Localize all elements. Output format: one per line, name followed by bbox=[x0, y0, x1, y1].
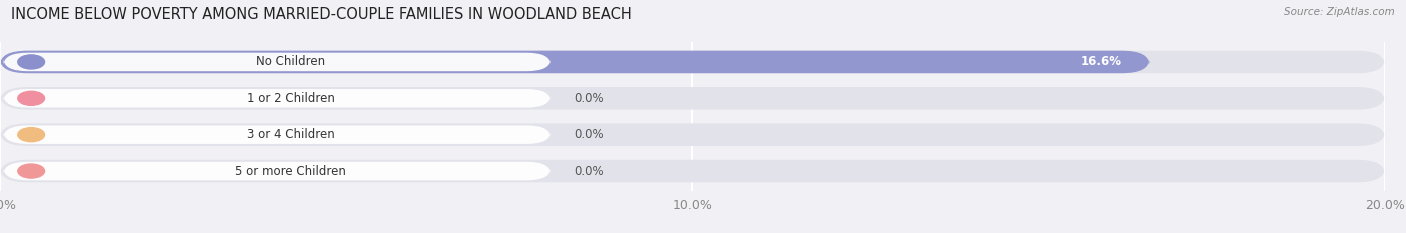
FancyBboxPatch shape bbox=[3, 53, 551, 71]
Circle shape bbox=[18, 164, 45, 178]
Circle shape bbox=[18, 55, 45, 69]
Circle shape bbox=[18, 128, 45, 142]
Text: Source: ZipAtlas.com: Source: ZipAtlas.com bbox=[1284, 7, 1395, 17]
Circle shape bbox=[18, 91, 45, 105]
Text: 16.6%: 16.6% bbox=[1081, 55, 1122, 69]
FancyBboxPatch shape bbox=[0, 87, 1385, 110]
FancyBboxPatch shape bbox=[3, 162, 551, 180]
FancyBboxPatch shape bbox=[0, 51, 1385, 73]
Text: 0.0%: 0.0% bbox=[575, 128, 605, 141]
FancyBboxPatch shape bbox=[3, 125, 551, 144]
FancyBboxPatch shape bbox=[0, 123, 1385, 146]
Text: 5 or more Children: 5 or more Children bbox=[235, 164, 346, 178]
FancyBboxPatch shape bbox=[0, 51, 1150, 73]
Text: 3 or 4 Children: 3 or 4 Children bbox=[247, 128, 335, 141]
Text: 0.0%: 0.0% bbox=[575, 164, 605, 178]
Text: INCOME BELOW POVERTY AMONG MARRIED-COUPLE FAMILIES IN WOODLAND BEACH: INCOME BELOW POVERTY AMONG MARRIED-COUPL… bbox=[11, 7, 633, 22]
Text: 1 or 2 Children: 1 or 2 Children bbox=[247, 92, 335, 105]
FancyBboxPatch shape bbox=[3, 89, 551, 108]
FancyBboxPatch shape bbox=[0, 160, 1385, 182]
Text: 0.0%: 0.0% bbox=[575, 92, 605, 105]
Text: No Children: No Children bbox=[256, 55, 325, 69]
